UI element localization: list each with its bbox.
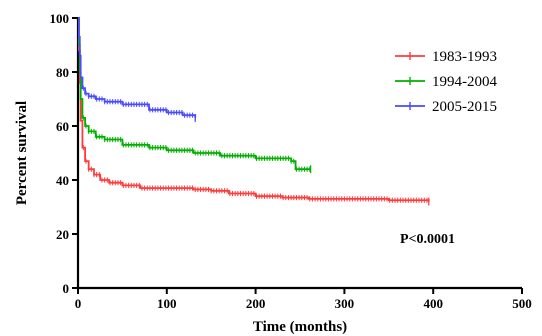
x-axis-title: Time (months) — [253, 319, 347, 335]
series-layer — [77, 17, 430, 206]
legend-label: 1983-1993 — [432, 49, 497, 65]
p-value-annotation: P<0.0001 — [400, 232, 455, 247]
series-2005-2015 — [77, 17, 197, 122]
series-1994-2004 — [77, 17, 312, 174]
y-tick-label: 0 — [63, 281, 70, 296]
survival-curve — [77, 17, 311, 171]
x-tick-label: 400 — [423, 296, 443, 311]
legend-item: 1983-1993 — [395, 49, 497, 65]
x-tick-label: 0 — [75, 296, 82, 311]
survival-curve — [77, 17, 197, 118]
y-tick-label: 40 — [56, 173, 69, 188]
x-tick-label: 500 — [512, 296, 532, 311]
legend-item: 2005-2015 — [395, 99, 497, 115]
plot-area: 0 100 200 300 400 500 0 20 40 60 80 100 — [50, 11, 532, 311]
legend-item: 1994-2004 — [395, 74, 497, 90]
series-1983-1993 — [77, 17, 430, 206]
y-tick-label: 80 — [56, 65, 69, 80]
x-tick-label: 300 — [335, 296, 355, 311]
survival-curve — [77, 17, 430, 202]
y-tick-label: 60 — [56, 119, 69, 134]
y-axis-title: Percent survival — [14, 101, 30, 205]
x-tick-label: 200 — [246, 296, 266, 311]
y-tick-label: 100 — [50, 11, 70, 26]
x-tick-label: 100 — [157, 296, 177, 311]
y-tick-label: 20 — [56, 227, 69, 242]
legend-label: 1994-2004 — [432, 74, 497, 90]
axis-ticks: 0 100 200 300 400 500 0 20 40 60 80 100 — [50, 11, 532, 311]
legend: 1983-1993 1994-2004 2005-2015 — [395, 49, 497, 115]
legend-label: 2005-2015 — [432, 99, 497, 115]
